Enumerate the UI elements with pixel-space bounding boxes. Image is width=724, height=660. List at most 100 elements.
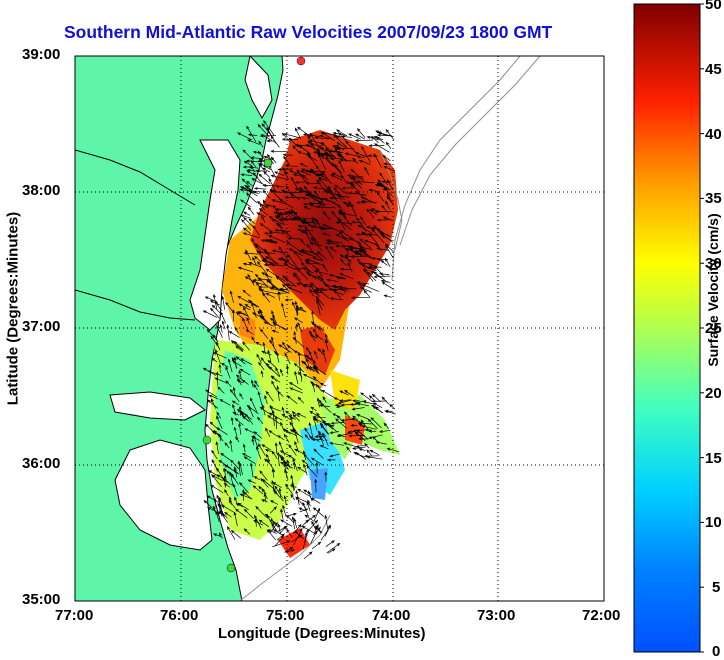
- velocity-arrow: [354, 138, 374, 142]
- velocity-arrow: [239, 199, 252, 208]
- velocity-arrow: [233, 426, 238, 438]
- velocity-arrow: [376, 247, 390, 251]
- velocity-arrow: [271, 450, 278, 460]
- velocity-arrow: [263, 156, 274, 161]
- velocity-arrow: [252, 256, 257, 266]
- velocity-arrow: [335, 145, 345, 151]
- velocity-arrow: [375, 136, 385, 144]
- colorbar-tick: 20: [705, 385, 722, 402]
- velocity-arrow: [269, 318, 278, 323]
- velocity-arrow: [237, 132, 253, 141]
- velocity-arrow: [270, 376, 281, 383]
- velocity-arrow: [317, 153, 326, 170]
- velocity-arrow: [370, 417, 382, 429]
- velocity-arrow: [256, 353, 262, 364]
- velocity-arrow: [223, 467, 227, 481]
- velocity-arrow: [301, 459, 309, 466]
- velocity-arrow: [293, 362, 305, 373]
- velocity-arrow: [278, 440, 286, 456]
- velocity-arrow: [360, 216, 367, 226]
- plot-frame: [74, 55, 605, 602]
- velocity-arrow: [308, 436, 320, 442]
- velocity-arrow: [211, 304, 223, 316]
- velocity-arrow: [368, 144, 385, 148]
- velocity-arrow: [258, 519, 270, 528]
- velocity-arrow: [372, 436, 379, 443]
- velocity-arrow: [268, 430, 278, 437]
- velocity-arrow: [375, 242, 382, 251]
- velocity-arrow: [374, 406, 383, 413]
- velocity-arrow: [326, 542, 341, 554]
- velocity-arrow: [251, 336, 256, 343]
- velocity-arrow: [383, 162, 392, 166]
- velocity-arrow: [314, 366, 327, 376]
- velocity-arrow: [324, 284, 339, 288]
- velocity-arrow: [231, 357, 238, 368]
- lon-tick: 72:00: [582, 607, 621, 624]
- velocity-arrow: [247, 189, 263, 193]
- velocity-arrow: [290, 415, 295, 433]
- velocity-arrow: [309, 132, 320, 149]
- velocity-arrow: [369, 209, 378, 215]
- velocity-arrow: [280, 211, 284, 220]
- velocity-arrow: [221, 320, 226, 330]
- velocity-arrow: [237, 311, 246, 315]
- velocity-vectors: [202, 119, 400, 560]
- velocity-arrow: [382, 187, 391, 191]
- velocity-arrow: [314, 418, 326, 425]
- velocity-arrow: [282, 504, 287, 517]
- velocity-arrow: [308, 422, 314, 438]
- velocity-arrow: [271, 329, 279, 334]
- velocity-arrow: [203, 499, 216, 512]
- velocity-arrow: [299, 508, 309, 513]
- velocity-arrow: [311, 290, 324, 294]
- velocity-arrow: [378, 272, 390, 276]
- velocity-arrow: [367, 154, 378, 158]
- velocity-arrow: [261, 215, 266, 223]
- velocity-arrow: [257, 250, 276, 254]
- velocity-arrow: [290, 474, 295, 490]
- velocity-arrow: [254, 244, 263, 253]
- velocity-arrow: [338, 150, 347, 163]
- velocity-arrow: [261, 478, 275, 490]
- velocity-arrow: [340, 403, 356, 407]
- velocity-arrow: [320, 402, 332, 413]
- velocity-arrow: [265, 427, 271, 437]
- velocity-arrow: [280, 256, 290, 269]
- velocity-arrow: [350, 423, 358, 427]
- velocity-arrow: [274, 171, 285, 176]
- velocity-arrow: [303, 206, 312, 210]
- velocity-arrow: [363, 268, 374, 282]
- velocity-arrow: [285, 283, 297, 287]
- velocity-arrow: [338, 204, 347, 218]
- velocity-arrow: [211, 357, 218, 363]
- velocity-arrow: [245, 159, 261, 163]
- velocity-arrow: [246, 317, 250, 325]
- velocity-arrow: [338, 132, 347, 142]
- velocity-arrow: [376, 218, 390, 222]
- velocity-arrow: [253, 434, 259, 449]
- velocity-arrow: [292, 461, 296, 470]
- velocity-arrow: [299, 170, 311, 176]
- velocity-arrow: [232, 411, 239, 416]
- velocity-arrow: [303, 185, 316, 201]
- velocity-arrow: [239, 481, 249, 494]
- velocity-arrow: [253, 383, 258, 391]
- velocity-arrow: [339, 158, 357, 162]
- velocity-arrow: [251, 437, 255, 446]
- velocity-arrow: [216, 494, 223, 510]
- colorbar-tick: 15: [705, 450, 722, 467]
- velocity-arrow: [284, 171, 289, 180]
- velocity-arrow: [250, 156, 262, 160]
- velocity-arrow: [266, 529, 276, 541]
- velocity-arrow: [218, 459, 232, 469]
- velocity-arrow: [301, 196, 310, 200]
- velocity-arrow: [270, 521, 279, 534]
- velocity-arrow: [368, 188, 379, 193]
- velocity-arrow: [313, 190, 325, 204]
- velocity-arrow: [354, 400, 367, 405]
- colorbar-label: Surface Velocity (cm/s): [705, 213, 721, 367]
- velocity-arrow: [383, 166, 395, 172]
- velocity-arrow: [252, 171, 263, 184]
- velocity-arrow: [264, 458, 270, 464]
